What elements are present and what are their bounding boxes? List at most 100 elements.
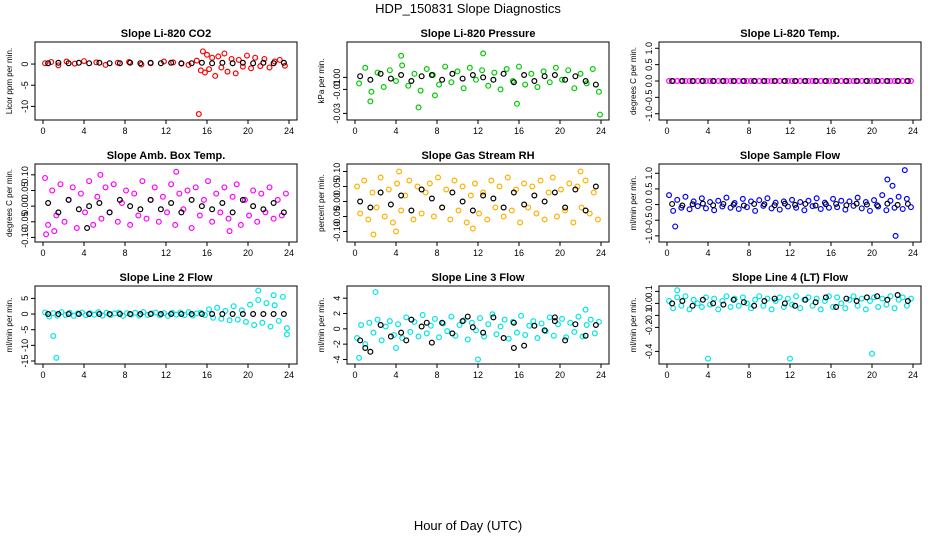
data-point <box>270 60 277 67</box>
data-point <box>874 77 881 84</box>
data-point <box>513 100 520 107</box>
data-point <box>562 76 569 83</box>
data-point <box>505 335 512 342</box>
x-tick-label: 16 <box>826 126 836 136</box>
data-point <box>780 304 787 311</box>
data-point <box>802 200 809 207</box>
data-point <box>370 231 377 238</box>
y-axis-label: degrees C per min. <box>5 169 14 237</box>
data-point <box>275 317 282 324</box>
data-point <box>863 294 870 301</box>
data-point <box>875 203 882 210</box>
data-point <box>157 206 164 213</box>
data-point <box>792 302 799 309</box>
data-point <box>670 207 677 214</box>
data-point <box>517 219 524 226</box>
data-point <box>184 187 191 194</box>
data-point <box>213 190 220 197</box>
data-point <box>393 228 400 235</box>
data-point <box>592 81 599 88</box>
data-point <box>875 304 882 311</box>
data-point <box>490 195 497 202</box>
data-point <box>209 54 216 61</box>
data-point <box>489 311 496 318</box>
data-point <box>110 181 117 188</box>
x-tick-label: 4 <box>705 370 710 380</box>
data-point <box>137 311 144 318</box>
data-point <box>408 316 415 323</box>
data-point <box>147 311 154 318</box>
data-point <box>771 77 778 84</box>
data-point <box>209 206 216 213</box>
data-point <box>551 314 558 321</box>
data-point <box>801 207 808 214</box>
data-point <box>164 209 171 216</box>
data-point <box>503 65 510 72</box>
data-point <box>887 77 894 84</box>
x-tick-label: 4 <box>393 370 398 380</box>
data-point <box>730 201 737 208</box>
data-point <box>196 212 203 219</box>
data-point <box>710 77 717 84</box>
data-point <box>209 60 216 67</box>
data-point <box>863 201 870 208</box>
data-point <box>894 201 901 208</box>
x-tick-label: 24 <box>284 126 294 136</box>
data-point <box>127 221 134 228</box>
data-point <box>786 355 793 362</box>
data-point <box>460 85 467 92</box>
data-point <box>43 231 50 238</box>
y-tick-label: 0.00 <box>332 193 342 211</box>
data-point <box>853 298 860 305</box>
data-point <box>903 195 910 202</box>
data-point <box>387 201 394 208</box>
data-point <box>193 57 200 64</box>
panel-title: Slope Amb. Box Temp. <box>107 150 226 162</box>
data-point <box>817 306 824 313</box>
data-point <box>727 204 734 211</box>
data-point <box>439 319 446 326</box>
data-point <box>761 77 768 84</box>
data-point <box>374 316 381 323</box>
data-point <box>188 196 195 203</box>
data-point <box>562 204 569 211</box>
data-point <box>235 56 242 63</box>
data-point <box>679 298 686 305</box>
data-point <box>116 311 123 318</box>
data-point <box>689 201 696 208</box>
data-point <box>822 201 829 208</box>
panel-title: Slope Sample Flow <box>740 150 841 162</box>
y-tick-label: 0.05 <box>332 178 342 196</box>
data-point <box>825 77 832 84</box>
data-point <box>760 302 767 309</box>
data-point <box>271 302 278 309</box>
data-point <box>743 77 750 84</box>
y-tick-label: -0.2 <box>644 320 654 336</box>
data-point <box>582 207 589 214</box>
data-point <box>168 311 175 318</box>
y-tick-label: -4 <box>332 355 342 363</box>
plot-frame <box>34 41 298 121</box>
data-point <box>666 77 673 84</box>
data-point <box>563 334 570 341</box>
data-point <box>509 77 516 84</box>
data-point <box>521 180 528 187</box>
x-tick-label: 24 <box>908 126 918 136</box>
data-point <box>69 184 76 191</box>
data-point <box>572 321 579 328</box>
data-point <box>694 300 701 307</box>
x-tick-label: 24 <box>284 370 294 380</box>
data-point <box>96 311 103 318</box>
series-mean <box>669 200 911 209</box>
data-point <box>51 228 58 235</box>
data-point <box>534 83 541 90</box>
data-point <box>797 199 804 206</box>
data-point <box>812 299 819 306</box>
data-point <box>97 171 104 178</box>
data-point <box>825 204 832 211</box>
data-point <box>710 202 717 209</box>
data-point <box>137 206 144 213</box>
data-point <box>96 200 103 207</box>
y-axis-label: ml/min per min. <box>629 298 638 353</box>
data-point <box>463 219 470 226</box>
